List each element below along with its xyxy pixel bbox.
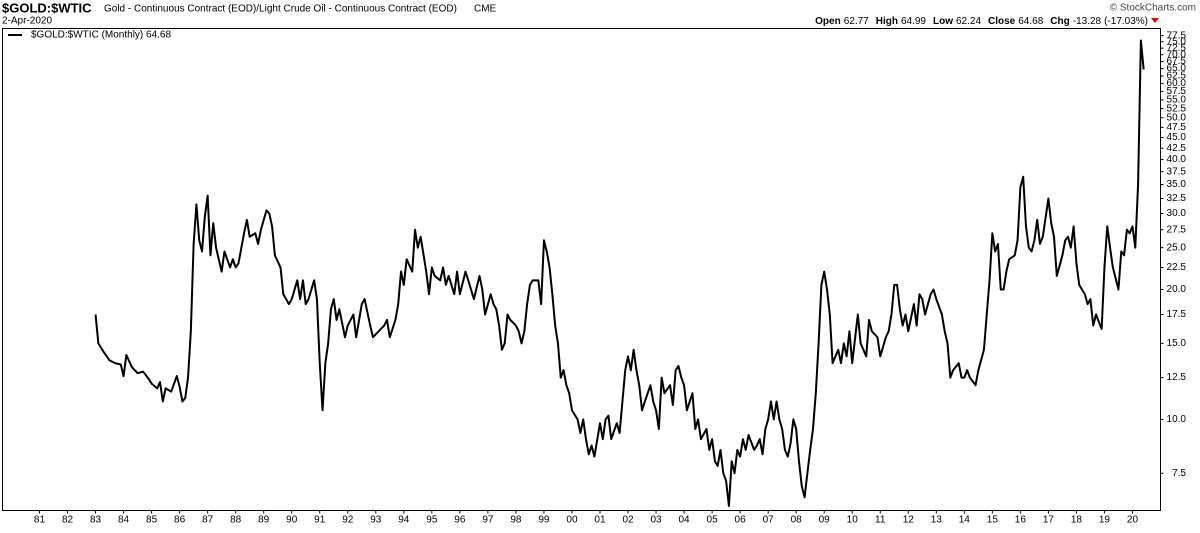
quote-label: High [876, 16, 898, 27]
y-tick-label: 27.5 [1167, 224, 1187, 235]
y-tick-label: 32.5 [1167, 193, 1187, 204]
plot-frame [2, 28, 1161, 511]
y-tick-label: 17.5 [1167, 309, 1187, 320]
quote-value: 64.68 [1018, 16, 1043, 27]
quote-change: (-17.03%) [1104, 16, 1148, 27]
y-tick-label: 52.5 [1167, 103, 1187, 114]
x-tick-label: 85 [146, 515, 158, 526]
y-tick-label: 25.0 [1167, 242, 1187, 253]
x-tick-label: 91 [314, 515, 326, 526]
x-tick-label: 17 [1043, 515, 1055, 526]
x-tick-label: 20 [1127, 515, 1139, 526]
credit: © StockCharts.com [1110, 3, 1196, 14]
x-tick-label: 00 [566, 515, 578, 526]
x-tick-label: 12 [903, 515, 915, 526]
x-tick-label: 03 [650, 515, 662, 526]
x-tick-label: 94 [398, 515, 410, 526]
y-tick-label: 10.0 [1167, 414, 1187, 425]
x-tick-label: 01 [594, 515, 606, 526]
x-tick-label: 10 [847, 515, 859, 526]
y-tick-label: 45.0 [1167, 132, 1187, 143]
y-tick-label: 77.5 [1167, 30, 1187, 41]
y-tick-label: 57.5 [1167, 86, 1187, 97]
x-tick-label: 81 [34, 515, 46, 526]
y-tick-label: 22.5 [1167, 262, 1187, 273]
x-tick-label: 06 [735, 515, 747, 526]
x-tick-label: 04 [679, 515, 691, 526]
quote: Open 62.77 High 64.99 Low 62.24 Close 64.68 Chg -… [815, 16, 1148, 27]
x-tick-label: 98 [510, 515, 522, 526]
y-tick-label: 35.0 [1167, 179, 1187, 190]
x-tick-label: 84 [118, 515, 130, 526]
date: 2-Apr-2020 [2, 16, 52, 27]
x-tick-label: 08 [791, 515, 803, 526]
data-line [94, 39, 1145, 507]
quote-value: 64.99 [901, 16, 926, 27]
y-tick-label: 70.0 [1167, 49, 1187, 60]
quote-label: Close [988, 16, 1016, 27]
down-arrow [1151, 18, 1159, 23]
quote-value: 62.77 [844, 16, 869, 27]
y-tick-label: 12.5 [1167, 372, 1187, 383]
y-tick-label: 72.5 [1167, 43, 1187, 54]
x-tick-label: 09 [819, 515, 831, 526]
y-tick-label: 60.0 [1167, 78, 1187, 89]
x-tick-label: 88 [230, 515, 242, 526]
y-tick-label: 55.0 [1167, 95, 1187, 106]
x-tick-label: 90 [286, 515, 298, 526]
x-tick-label: 07 [763, 515, 775, 526]
y-tick-label: 75.0 [1167, 36, 1187, 47]
y-tick-label: 67.5 [1167, 56, 1187, 67]
x-tick-label: 82 [62, 515, 74, 526]
chart-title: $GOLD:$WTIC [2, 0, 92, 15]
y-tick-label: 30.0 [1167, 208, 1187, 219]
y-tick-label: 65.0 [1167, 63, 1187, 74]
x-tick-label: 14 [959, 515, 971, 526]
x-tick-label: 11 [875, 515, 886, 526]
x-tick-label: 95 [426, 515, 438, 526]
chart-subtitle: Gold - Continuous Contract (EOD)/Light C… [104, 4, 457, 15]
y-tick-label: 50.0 [1167, 112, 1187, 123]
x-tick-label: 18 [1071, 515, 1083, 526]
x-tick-label: 02 [622, 515, 634, 526]
quote-label: Open [815, 16, 841, 27]
quote-value: -13.28 [1073, 16, 1102, 27]
x-tick-label: 87 [202, 515, 214, 526]
x-tick-label: 99 [538, 515, 550, 526]
x-tick-label: 97 [482, 515, 494, 526]
x-tick-label: 86 [174, 515, 186, 526]
x-tick-label: 96 [454, 515, 466, 526]
x-tick-label: 15 [987, 515, 999, 526]
x-tick-label: 93 [370, 515, 382, 526]
legend-label: $GOLD:$WTIC (Monthly) 64.68 [31, 30, 171, 41]
x-tick-label: 83 [90, 515, 102, 526]
y-tick-label: 47.5 [1167, 122, 1187, 133]
y-tick-label: 40.0 [1167, 154, 1187, 165]
quote-label: Low [933, 16, 953, 27]
x-tick-label: 16 [1015, 515, 1027, 526]
quote-label: Chg [1050, 16, 1069, 27]
x-tick-label: 89 [258, 515, 270, 526]
x-tick-label: 92 [342, 515, 354, 526]
y-tick-label: 7.5 [1172, 468, 1186, 479]
y-tick-label: 42.5 [1167, 143, 1187, 154]
y-tick-label: 37.5 [1167, 166, 1187, 177]
y-tick-label: 62.5 [1167, 71, 1187, 82]
quote-value: 62.24 [956, 16, 981, 27]
x-tick-label: 19 [1099, 515, 1111, 526]
exchange: CME [474, 4, 497, 15]
x-tick-label: 05 [707, 515, 719, 526]
x-tick-label: 13 [931, 515, 943, 526]
y-tick-label: 20.0 [1167, 284, 1187, 295]
y-tick-label: 15.0 [1167, 338, 1187, 349]
